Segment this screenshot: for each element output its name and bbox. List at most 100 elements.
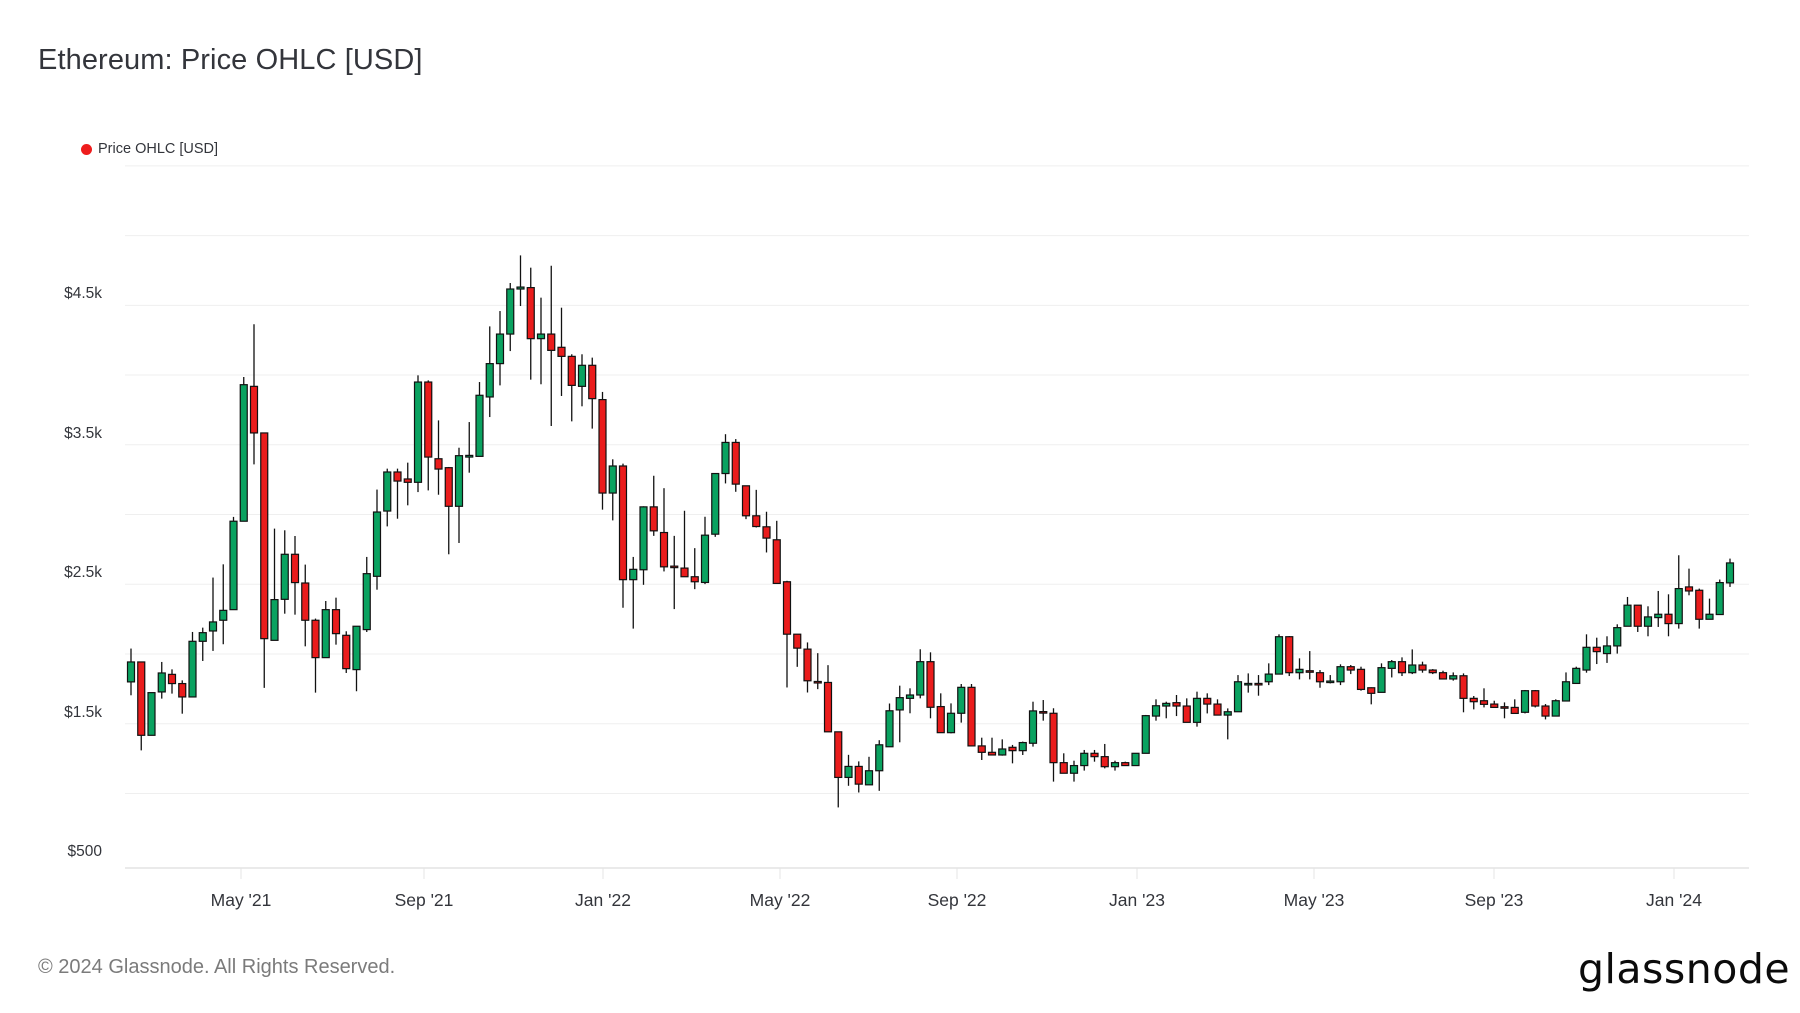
candle[interactable] [1418,661,1427,673]
candle[interactable] [731,439,740,492]
candle[interactable] [157,661,166,699]
candle[interactable] [1233,675,1243,713]
candle[interactable] [998,739,1007,756]
candle[interactable] [1049,708,1058,782]
candle[interactable] [1592,637,1601,665]
candle[interactable] [1633,604,1642,632]
candle[interactable] [137,661,146,751]
candle[interactable] [413,375,423,493]
candle[interactable] [752,489,761,528]
candle[interactable] [895,685,904,743]
candle[interactable] [147,692,156,736]
candle[interactable] [1305,651,1314,680]
candle[interactable] [372,489,382,590]
candle[interactable] [1223,708,1232,740]
candle[interactable] [1039,700,1048,721]
candle[interactable] [1684,568,1694,596]
candle[interactable] [208,577,218,651]
candle[interactable] [557,307,566,396]
candle[interactable] [957,683,966,723]
candle[interactable] [1274,634,1284,675]
candle[interactable] [608,459,617,521]
candle[interactable] [1602,636,1612,663]
candle[interactable] [946,703,956,734]
candle[interactable] [1469,695,1478,710]
candle[interactable] [659,488,669,572]
candle[interactable] [516,255,525,307]
candle[interactable] [444,466,453,555]
candle[interactable] [1541,704,1550,720]
candle[interactable] [1510,699,1519,715]
candle[interactable] [1561,672,1571,702]
candle[interactable] [1244,673,1253,693]
candle[interactable] [977,737,986,760]
candle[interactable] [567,354,576,422]
candle[interactable] [823,665,833,733]
candle[interactable] [1582,634,1591,673]
candle[interactable] [393,468,402,519]
candle[interactable] [1674,555,1683,629]
candle[interactable] [844,754,853,786]
candle[interactable] [1387,659,1396,678]
candle[interactable] [1285,636,1294,677]
candle[interactable] [690,548,699,590]
candle[interactable] [1520,689,1530,714]
candle[interactable] [229,516,238,611]
candle[interactable] [1326,675,1335,684]
candle[interactable] [167,669,177,694]
candle[interactable] [536,297,546,385]
candle[interactable] [588,357,597,429]
candle[interactable] [1490,700,1499,709]
candle[interactable] [721,434,730,484]
candle[interactable] [1028,701,1038,747]
candle[interactable] [1367,687,1376,705]
candle[interactable] [1643,606,1653,637]
candle[interactable] [1315,670,1325,688]
candle[interactable] [803,642,812,693]
candle[interactable] [403,462,412,506]
candle[interactable] [1182,698,1191,723]
candle[interactable] [649,475,658,536]
candle[interactable] [1449,672,1458,681]
candle[interactable] [885,703,894,748]
candle[interactable] [383,468,392,527]
candle[interactable] [782,580,792,688]
candle[interactable] [1346,665,1355,675]
candle[interactable] [1438,670,1448,680]
legend-item-price-ohlc[interactable]: Price OHLC [USD] [81,141,218,157]
candle[interactable] [1695,588,1704,629]
candle[interactable] [1551,699,1560,717]
candle[interactable] [639,506,648,585]
candle[interactable] [1110,760,1120,771]
candle[interactable] [1131,752,1140,767]
candle[interactable] [618,463,628,608]
candle[interactable] [526,267,535,380]
candle[interactable] [270,528,279,641]
candle[interactable] [198,627,207,661]
candle[interactable] [1008,744,1017,764]
candle[interactable] [1623,596,1632,627]
candle[interactable] [864,756,874,786]
candle[interactable] [1192,691,1202,727]
candle[interactable] [905,688,915,714]
candle[interactable] [1725,558,1735,587]
candle[interactable] [290,536,300,615]
candle[interactable] [219,564,228,645]
candle[interactable] [126,648,136,696]
candle[interactable] [936,693,945,734]
candle[interactable] [1254,675,1263,696]
candle[interactable] [987,737,997,756]
candle[interactable] [1069,760,1079,782]
candle[interactable] [711,472,720,537]
candle[interactable] [321,601,330,659]
candle[interactable] [547,265,556,426]
candle[interactable] [1141,714,1150,754]
candle[interactable] [342,631,351,673]
candle[interactable] [1121,761,1130,767]
candle[interactable] [762,511,771,553]
candle[interactable] [1500,702,1509,719]
candle[interactable] [1213,699,1222,716]
candle[interactable] [485,326,494,418]
candle[interactable] [1408,649,1417,675]
